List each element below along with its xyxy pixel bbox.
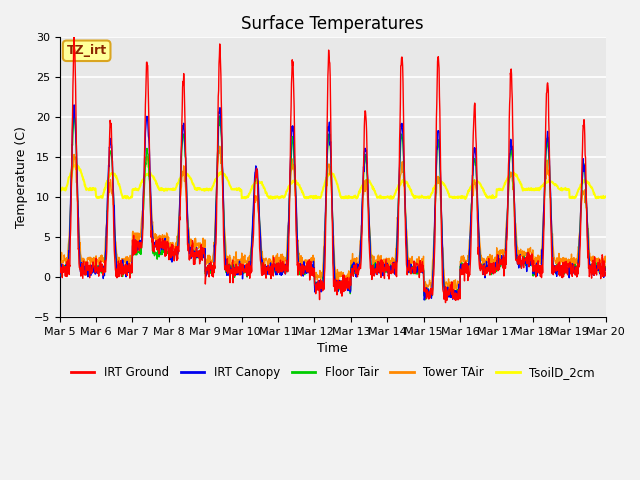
X-axis label: Time: Time (317, 343, 348, 356)
Y-axis label: Temperature (C): Temperature (C) (15, 126, 28, 228)
Legend: IRT Ground, IRT Canopy, Floor Tair, Tower TAir, TsoilD_2cm: IRT Ground, IRT Canopy, Floor Tair, Towe… (66, 361, 600, 384)
Title: Surface Temperatures: Surface Temperatures (241, 15, 424, 33)
Text: TZ_irt: TZ_irt (67, 44, 107, 57)
